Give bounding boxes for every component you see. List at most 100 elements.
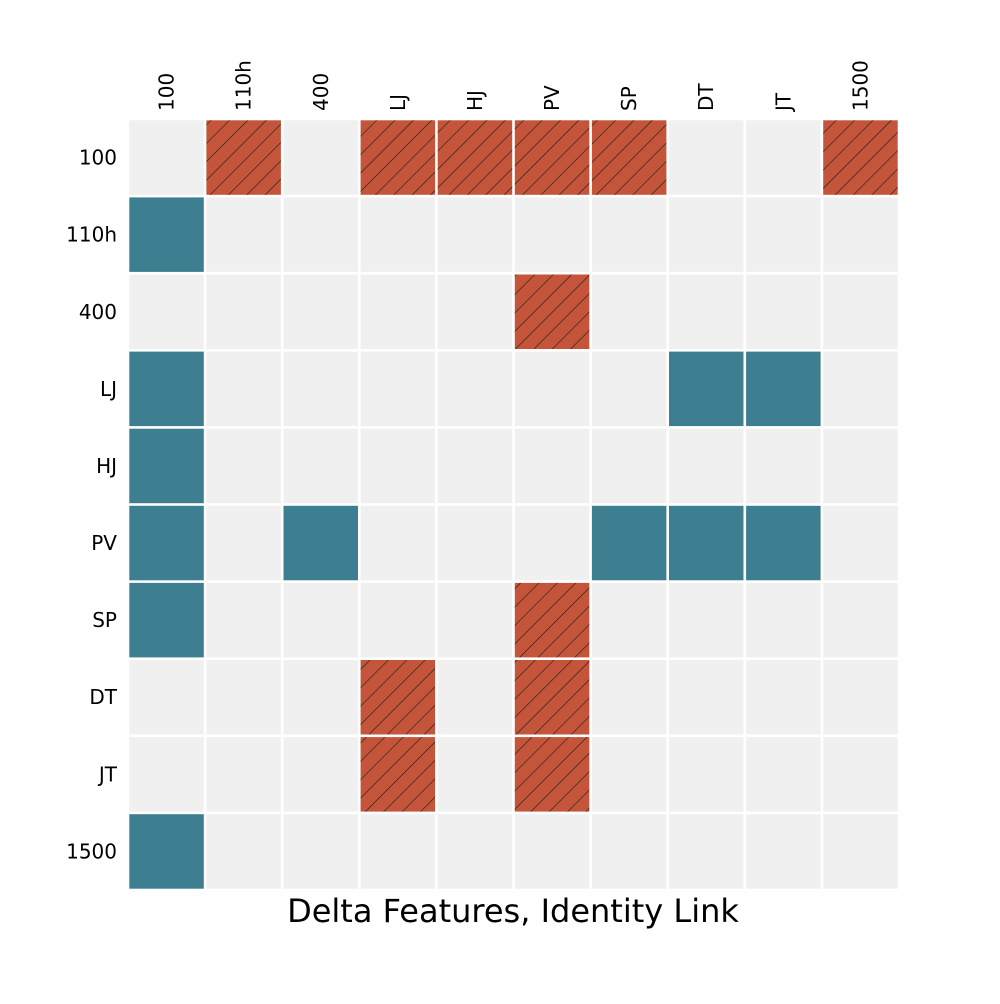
hatch-overlay-DT-LJ xyxy=(360,660,436,735)
heatmap-cell-1500-LJ xyxy=(360,814,436,889)
heatmap-cell-100-100 xyxy=(129,120,204,195)
heatmap-cell-JT-400 xyxy=(283,737,358,812)
heatmap-cell-LJ-1500 xyxy=(823,351,898,427)
heatmap-cell-DT-110h xyxy=(206,660,281,735)
heatmap-cell-SP-110h xyxy=(206,582,281,658)
heatmap-cell-400-DT xyxy=(669,274,744,349)
x-axis-label: Delta Features, Identity Link xyxy=(287,892,739,930)
heatmap-cell-400-SP xyxy=(591,274,667,349)
heatmap-cell-400-100 xyxy=(129,274,204,349)
heatmap-cell-JT-110h xyxy=(206,737,281,812)
heatmap-cell-110h-110h xyxy=(206,197,281,272)
heatmap-cell-1500-HJ xyxy=(437,814,513,889)
hatch-overlay-100-PV xyxy=(514,120,590,195)
heatmap-cell-PV-HJ xyxy=(437,505,513,581)
heatmap-cell-JT-100 xyxy=(129,737,204,812)
y-tick-label: DT xyxy=(89,685,117,709)
y-tick-labels: 100 110h 400 LJ HJ PV SP DT JT 1500 xyxy=(66,146,118,864)
heatmap-cell-JT-HJ xyxy=(437,737,513,812)
y-tick-label: LJ xyxy=(100,377,117,401)
heatmap-cell-HJ-110h xyxy=(206,428,281,504)
heatmap-cell-SP-400 xyxy=(283,582,358,658)
hatch-overlay-DT-PV xyxy=(514,660,590,735)
y-tick-label: 110h xyxy=(66,223,117,247)
heatmap-cell-JT-DT xyxy=(669,737,744,812)
heatmap-cell-LJ-DT xyxy=(669,351,744,427)
heatmap-cell-LJ-110h xyxy=(206,351,281,427)
heatmap-cell-1500-SP xyxy=(591,814,667,889)
heatmap-cell-400-1500 xyxy=(823,274,898,349)
heatmap-cell-400-110h xyxy=(206,274,281,349)
heatmap-cell-PV-JT xyxy=(746,505,821,581)
y-tick-label: HJ xyxy=(96,454,117,478)
heatmap-cell-PV-110h xyxy=(206,505,281,581)
x-tick-label: PV xyxy=(540,85,564,111)
heatmap-cell-HJ-JT xyxy=(746,428,821,504)
heatmap-cell-HJ-100 xyxy=(129,428,204,504)
heatmap-cell-400-400 xyxy=(283,274,358,349)
heatmap-cell-SP-LJ xyxy=(360,582,436,658)
heatmap-cell-400-HJ xyxy=(437,274,513,349)
y-tick-label: 400 xyxy=(79,300,117,324)
heatmap-cell-100-400 xyxy=(283,120,358,195)
heatmap-cell-110h-JT xyxy=(746,197,821,272)
heatmap-cell-400-LJ xyxy=(360,274,436,349)
heatmap-cell-110h-1500 xyxy=(823,197,898,272)
heatmap-cell-SP-1500 xyxy=(823,582,898,658)
heatmap-cell-DT-1500 xyxy=(823,660,898,735)
heatmap-cell-SP-DT xyxy=(669,582,744,658)
heatmap-cell-LJ-SP xyxy=(591,351,667,427)
heatmap-cell-LJ-JT xyxy=(746,351,821,427)
heatmap-cell-PV-SP xyxy=(591,505,667,581)
heatmap-cell-DT-100 xyxy=(129,660,204,735)
heatmap-cell-JT-SP xyxy=(591,737,667,812)
heatmap-cell-1500-PV xyxy=(514,814,590,889)
hatch-overlay-100-LJ xyxy=(360,120,436,195)
hatch-overlay-100-HJ xyxy=(437,120,513,195)
y-tick-label: 1500 xyxy=(66,839,117,863)
hatch-overlay-JT-PV xyxy=(514,737,590,812)
heatmap-cell-HJ-PV xyxy=(514,428,590,504)
heatmap-cell-DT-400 xyxy=(283,660,358,735)
heatmap-cell-HJ-HJ xyxy=(437,428,513,504)
heatmap-cell-PV-LJ xyxy=(360,505,436,581)
y-tick-label: 100 xyxy=(79,146,117,170)
heatmap-cell-1500-100 xyxy=(129,814,204,889)
heatmap-cell-110h-HJ xyxy=(437,197,513,272)
heatmap-cell-HJ-DT xyxy=(669,428,744,504)
heatmap-cell-400-JT xyxy=(746,274,821,349)
x-tick-labels: 100 110h 400 LJ HJ PV SP DT JT 1500 xyxy=(155,60,873,113)
hatch-overlay-100-SP xyxy=(591,120,667,195)
heatmap-cell-100-JT xyxy=(746,120,821,195)
heatmap-cell-HJ-LJ xyxy=(360,428,436,504)
heatmap-cell-1500-400 xyxy=(283,814,358,889)
heatmap-cell-LJ-400 xyxy=(283,351,358,427)
heatmap-cell-PV-PV xyxy=(514,505,590,581)
x-tick-label: SP xyxy=(617,86,641,111)
x-tick-label: JT xyxy=(771,92,795,113)
heatmap-cell-LJ-LJ xyxy=(360,351,436,427)
heatmap-cell-LJ-100 xyxy=(129,351,204,427)
heatmap-cell-PV-100 xyxy=(129,505,204,581)
x-tick-label: 100 xyxy=(155,73,179,111)
heatmap-cells xyxy=(129,120,898,889)
heatmap-cell-110h-LJ xyxy=(360,197,436,272)
x-tick-label: 400 xyxy=(309,73,333,111)
x-tick-label: 110h xyxy=(232,60,256,111)
heatmap-cell-DT-DT xyxy=(669,660,744,735)
heatmap-cell-1500-110h xyxy=(206,814,281,889)
heatmap-cell-JT-1500 xyxy=(823,737,898,812)
heatmap-cell-PV-1500 xyxy=(823,505,898,581)
heatmap-cell-PV-400 xyxy=(283,505,358,581)
heatmap-cell-SP-JT xyxy=(746,582,821,658)
heatmap-cell-DT-JT xyxy=(746,660,821,735)
hatch-overlay-SP-PV xyxy=(514,582,590,658)
heatmap-cell-HJ-1500 xyxy=(823,428,898,504)
heatmap-cell-PV-DT xyxy=(669,505,744,581)
heatmap-cell-110h-400 xyxy=(283,197,358,272)
x-tick-label: DT xyxy=(694,83,718,111)
heatmap-cell-SP-SP xyxy=(591,582,667,658)
hatch-overlay-JT-LJ xyxy=(360,737,436,812)
heatmap-cell-SP-100 xyxy=(129,582,204,658)
